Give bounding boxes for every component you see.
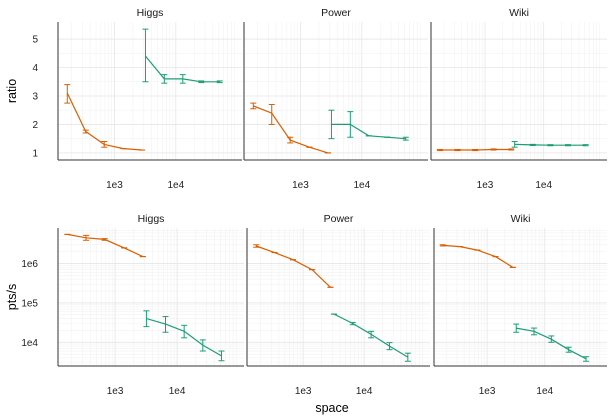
error-bar xyxy=(436,148,443,152)
error-bar xyxy=(490,148,497,151)
series-line-orange xyxy=(253,105,329,154)
error-bar xyxy=(547,144,554,147)
y-tick-label: 1e6 xyxy=(21,259,38,270)
error-bar xyxy=(565,144,572,147)
series-line-green xyxy=(331,123,406,140)
panel-title: Power xyxy=(324,213,354,225)
error-bar xyxy=(368,330,375,339)
error-bar xyxy=(513,323,520,333)
y-axis-label-pts-per-s: pts/s xyxy=(5,284,19,310)
x-tick-label: 1e3 xyxy=(477,180,494,191)
panel-pts-power: Power 1e3 1e4 xyxy=(246,213,430,397)
series-line-orange xyxy=(67,233,144,258)
panel-pts-higgs: Higgs 1e3 1e4 1e4 1e5 1e6 xyxy=(21,213,244,397)
panel-title: Higgs xyxy=(138,213,165,225)
error-bar xyxy=(548,335,555,343)
y-tick-label: 1 xyxy=(32,148,38,159)
panel-title: Wiki xyxy=(509,7,529,19)
x-tick-label: 1e4 xyxy=(167,180,184,191)
series-line-orange xyxy=(442,244,514,268)
error-bar xyxy=(253,244,260,248)
error-bar xyxy=(198,80,205,84)
error-bar xyxy=(101,238,108,241)
x-tick-label: 1e4 xyxy=(356,386,373,397)
error-bar xyxy=(402,136,409,141)
x-tick-label: 1e4 xyxy=(535,180,552,191)
error-bar xyxy=(268,104,275,125)
error-bar xyxy=(161,74,168,84)
panel-ratio-higgs: Higgs 1e3 1e4 1 2 3 4 5 xyxy=(32,7,242,191)
error-bar xyxy=(454,148,461,152)
error-bar xyxy=(508,148,515,151)
panel-title: Higgs xyxy=(137,7,164,19)
error-bar xyxy=(250,102,257,110)
error-bar xyxy=(287,136,294,144)
error-bar xyxy=(64,84,71,104)
error-bar xyxy=(347,111,354,138)
error-bar xyxy=(82,129,89,134)
error-bar xyxy=(404,352,411,362)
x-tick-label: 1e3 xyxy=(295,386,312,397)
x-axis-label-space: space xyxy=(315,401,348,415)
error-bar xyxy=(218,350,225,362)
panel-ratio-wiki: Wiki 1e3 1e4 xyxy=(430,7,607,191)
error-bar xyxy=(181,324,188,339)
error-bar xyxy=(583,356,590,362)
error-bar xyxy=(439,244,446,247)
error-bar xyxy=(328,109,335,140)
error-bar xyxy=(349,321,356,326)
error-bar xyxy=(511,141,518,148)
error-bar xyxy=(142,28,149,83)
y-tick-label: 3 xyxy=(32,91,38,102)
y-tick-label: 2 xyxy=(32,120,38,131)
x-tick-label: 1e4 xyxy=(536,386,553,397)
y-tick-label: 5 xyxy=(32,35,38,46)
error-bar xyxy=(179,74,186,84)
error-bar xyxy=(143,310,150,328)
error-bar xyxy=(386,342,393,351)
error-bar xyxy=(162,316,169,333)
error-bar xyxy=(101,141,108,148)
y-tick-label: 1e4 xyxy=(21,338,38,349)
panel-ratio-power: Power 1e3 1e4 xyxy=(243,7,428,191)
error-bar xyxy=(582,144,589,147)
panel-title: Power xyxy=(321,7,351,19)
error-bar xyxy=(565,346,572,353)
error-bar xyxy=(472,148,479,152)
series-line-orange xyxy=(255,245,331,288)
x-tick-label: 1e4 xyxy=(353,180,370,191)
y-tick-label: 1e5 xyxy=(21,298,38,309)
error-bar xyxy=(216,80,223,84)
x-tick-label: 1e4 xyxy=(169,386,186,397)
panel-pts-wiki: Wiki 1e3 1e4 xyxy=(433,213,607,397)
y-tick-label: 4 xyxy=(32,63,38,74)
x-tick-label: 1e3 xyxy=(107,386,124,397)
x-tick-label: 1e3 xyxy=(479,386,496,397)
panel-title: Wiki xyxy=(511,213,531,225)
error-bar xyxy=(529,143,536,146)
x-tick-label: 1e3 xyxy=(292,180,309,191)
y-axis-label-ratio: ratio xyxy=(5,79,19,103)
error-bar xyxy=(530,327,537,336)
error-bar xyxy=(199,339,206,352)
error-bar xyxy=(83,234,90,241)
x-tick-label: 1e3 xyxy=(106,180,123,191)
